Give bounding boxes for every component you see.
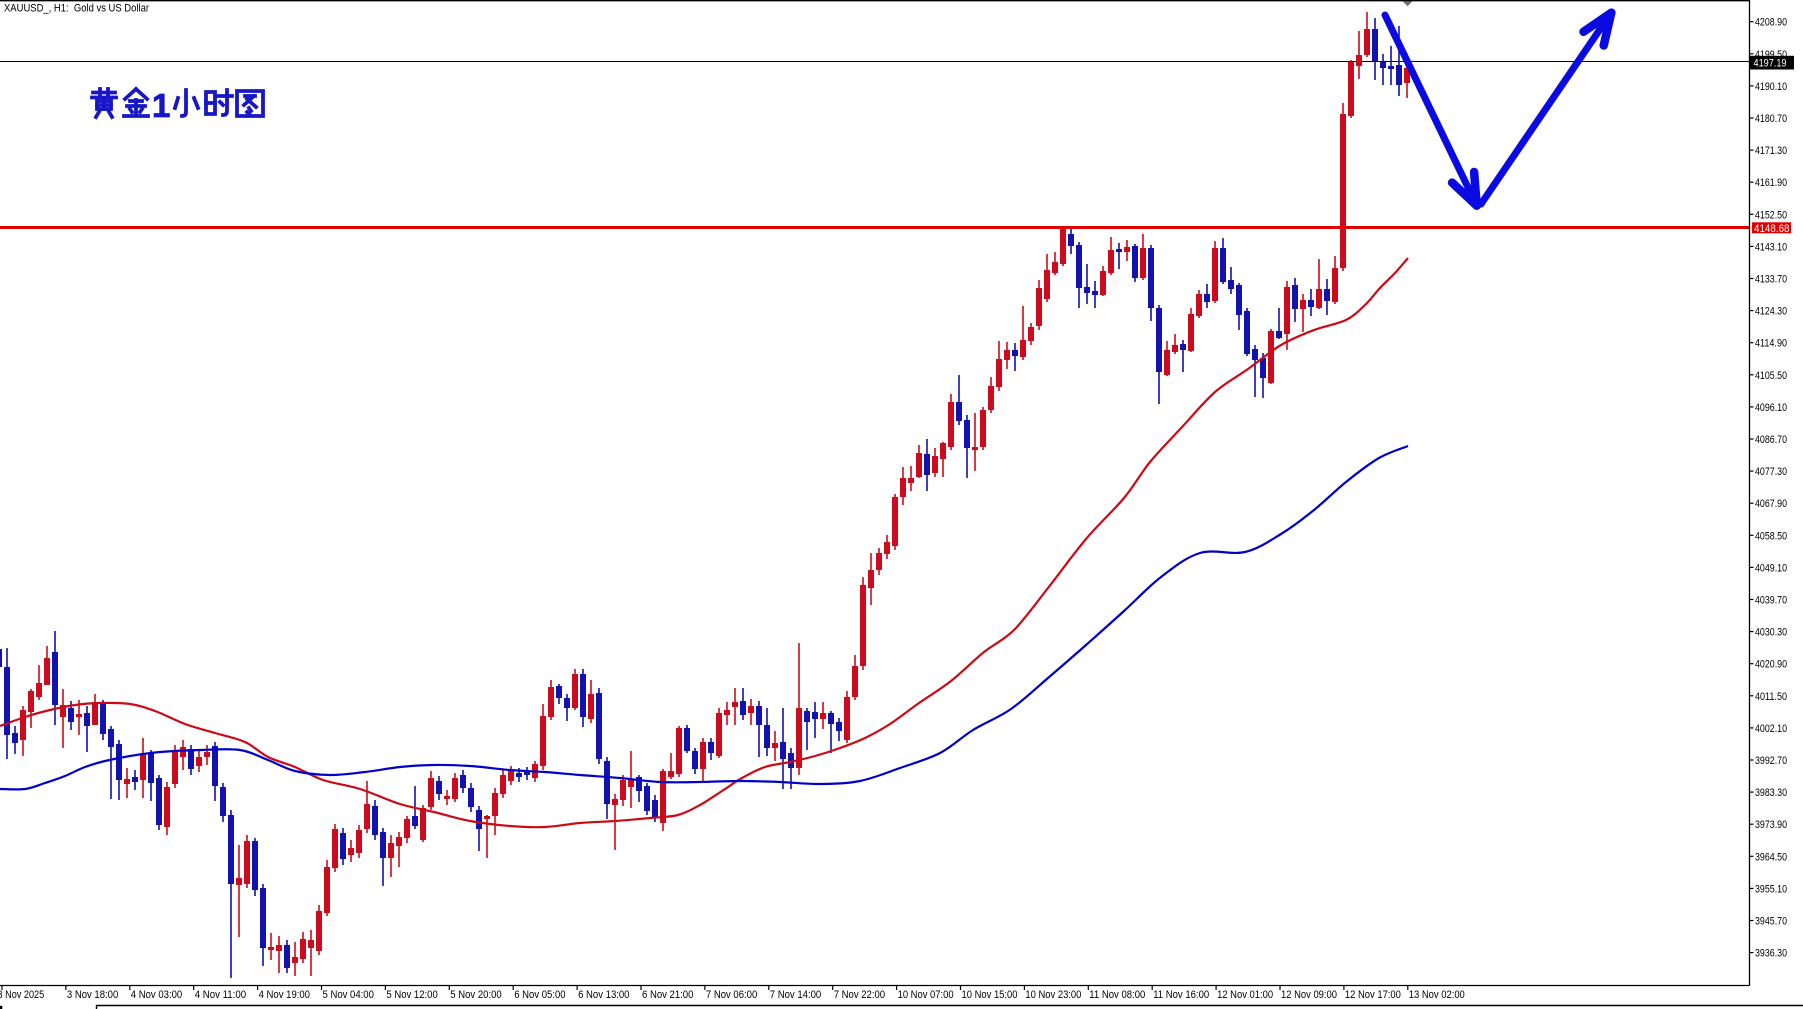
svg-text:3 Nov 2025: 3 Nov 2025 bbox=[0, 989, 44, 1001]
svg-text:4 Nov 19:00: 4 Nov 19:00 bbox=[259, 989, 310, 1001]
svg-text:13 Nov 02:00: 13 Nov 02:00 bbox=[1409, 989, 1465, 1001]
svg-text:3983.30: 3983.30 bbox=[1755, 787, 1787, 799]
svg-text:4133.70: 4133.70 bbox=[1755, 274, 1787, 286]
svg-text:3936.30: 3936.30 bbox=[1755, 948, 1787, 960]
svg-text:7 Nov 14:00: 7 Nov 14:00 bbox=[770, 989, 821, 1001]
svg-text:XAUUSD_, H1: Gold vs US Dolla: XAUUSD_, H1: Gold vs US Dollar bbox=[4, 3, 149, 15]
svg-text:4148.68: 4148.68 bbox=[1754, 223, 1790, 235]
svg-text:5 Nov 20:00: 5 Nov 20:00 bbox=[450, 989, 501, 1001]
svg-text:4105.50: 4105.50 bbox=[1755, 370, 1787, 382]
svg-text:4208.90: 4208.90 bbox=[1755, 17, 1787, 29]
svg-text:4161.90: 4161.90 bbox=[1755, 177, 1787, 189]
svg-text:4039.70: 4039.70 bbox=[1755, 595, 1787, 607]
svg-text:4171.30: 4171.30 bbox=[1755, 145, 1787, 157]
svg-text:3964.50: 3964.50 bbox=[1755, 851, 1787, 863]
svg-text:4077.30: 4077.30 bbox=[1755, 466, 1787, 478]
svg-text:10 Nov 15:00: 10 Nov 15:00 bbox=[962, 989, 1018, 1001]
svg-text:4 Nov 11:00: 4 Nov 11:00 bbox=[195, 989, 246, 1001]
svg-text:4011.50: 4011.50 bbox=[1755, 691, 1787, 703]
svg-text:11 Nov 16:00: 11 Nov 16:00 bbox=[1153, 989, 1209, 1001]
svg-text:3955.10: 3955.10 bbox=[1755, 883, 1787, 895]
svg-text:6 Nov 21:00: 6 Nov 21:00 bbox=[642, 989, 693, 1001]
svg-text:3 Nov 18:00: 3 Nov 18:00 bbox=[67, 989, 118, 1001]
svg-text:4067.90: 4067.90 bbox=[1755, 498, 1787, 510]
svg-text:12 Nov 01:00: 12 Nov 01:00 bbox=[1217, 989, 1273, 1001]
svg-text:4086.70: 4086.70 bbox=[1755, 434, 1787, 446]
svg-text:4058.50: 4058.50 bbox=[1755, 530, 1787, 542]
svg-text:4 Nov 03:00: 4 Nov 03:00 bbox=[131, 989, 182, 1001]
svg-text:4143.10: 4143.10 bbox=[1755, 241, 1787, 253]
svg-text:6 Nov 05:00: 6 Nov 05:00 bbox=[514, 989, 565, 1001]
svg-text:4030.30: 4030.30 bbox=[1755, 627, 1787, 639]
svg-text:5 Nov 12:00: 5 Nov 12:00 bbox=[386, 989, 437, 1001]
svg-text:10 Nov 23:00: 10 Nov 23:00 bbox=[1025, 989, 1081, 1001]
svg-text:5 Nov 04:00: 5 Nov 04:00 bbox=[323, 989, 374, 1001]
svg-text:4124.30: 4124.30 bbox=[1755, 306, 1787, 318]
svg-text:6 Nov 13:00: 6 Nov 13:00 bbox=[578, 989, 629, 1001]
svg-text:1: 1 bbox=[152, 87, 170, 124]
svg-text:4152.50: 4152.50 bbox=[1755, 209, 1787, 221]
svg-text:7 Nov 22:00: 7 Nov 22:00 bbox=[834, 989, 885, 1001]
svg-text:12 Nov 17:00: 12 Nov 17:00 bbox=[1345, 989, 1401, 1001]
svg-text:4180.70: 4180.70 bbox=[1755, 113, 1787, 125]
svg-text:4197.19: 4197.19 bbox=[1754, 57, 1787, 69]
svg-text:7 Nov 06:00: 7 Nov 06:00 bbox=[706, 989, 757, 1001]
svg-text:3992.70: 3992.70 bbox=[1755, 755, 1787, 767]
svg-text:12 Nov 09:00: 12 Nov 09:00 bbox=[1281, 989, 1337, 1001]
svg-text:4020.90: 4020.90 bbox=[1755, 659, 1787, 671]
svg-text:4049.10: 4049.10 bbox=[1755, 562, 1787, 574]
svg-text:11 Nov 08:00: 11 Nov 08:00 bbox=[1089, 989, 1145, 1001]
svg-text:3945.70: 3945.70 bbox=[1755, 916, 1787, 928]
svg-text:3973.90: 3973.90 bbox=[1755, 819, 1787, 831]
svg-text:10 Nov 07:00: 10 Nov 07:00 bbox=[898, 989, 954, 1001]
svg-text:4096.10: 4096.10 bbox=[1755, 402, 1787, 414]
svg-text:4190.10: 4190.10 bbox=[1755, 81, 1787, 93]
svg-text:4114.90: 4114.90 bbox=[1755, 338, 1787, 350]
svg-text:4002.10: 4002.10 bbox=[1755, 723, 1787, 735]
